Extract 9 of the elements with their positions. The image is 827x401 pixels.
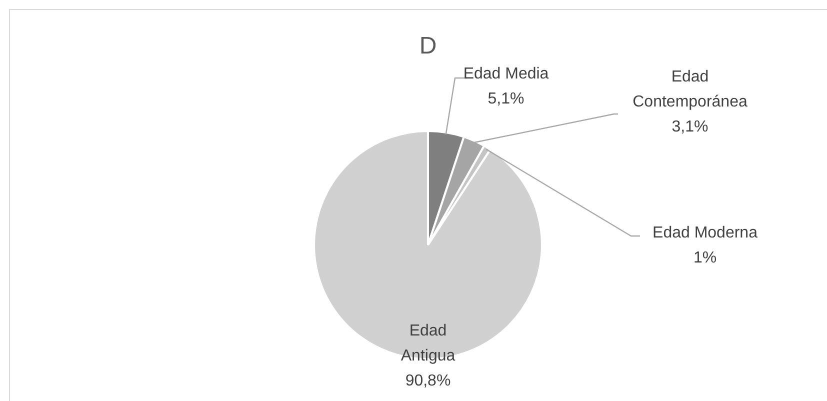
slice-label: Edad Moderna [652,224,758,242]
data-label: 1% [693,249,717,266]
data-label: 90,8% [405,372,451,390]
slice-label: Edad Contemporánea [632,68,748,110]
chart-title: D [419,32,437,60]
data-label: 3,1% [672,118,708,136]
slice-label: Edad Media [463,65,549,82]
slice-label: Edad Antigua [400,322,456,364]
data-label: 5,1% [488,90,524,108]
